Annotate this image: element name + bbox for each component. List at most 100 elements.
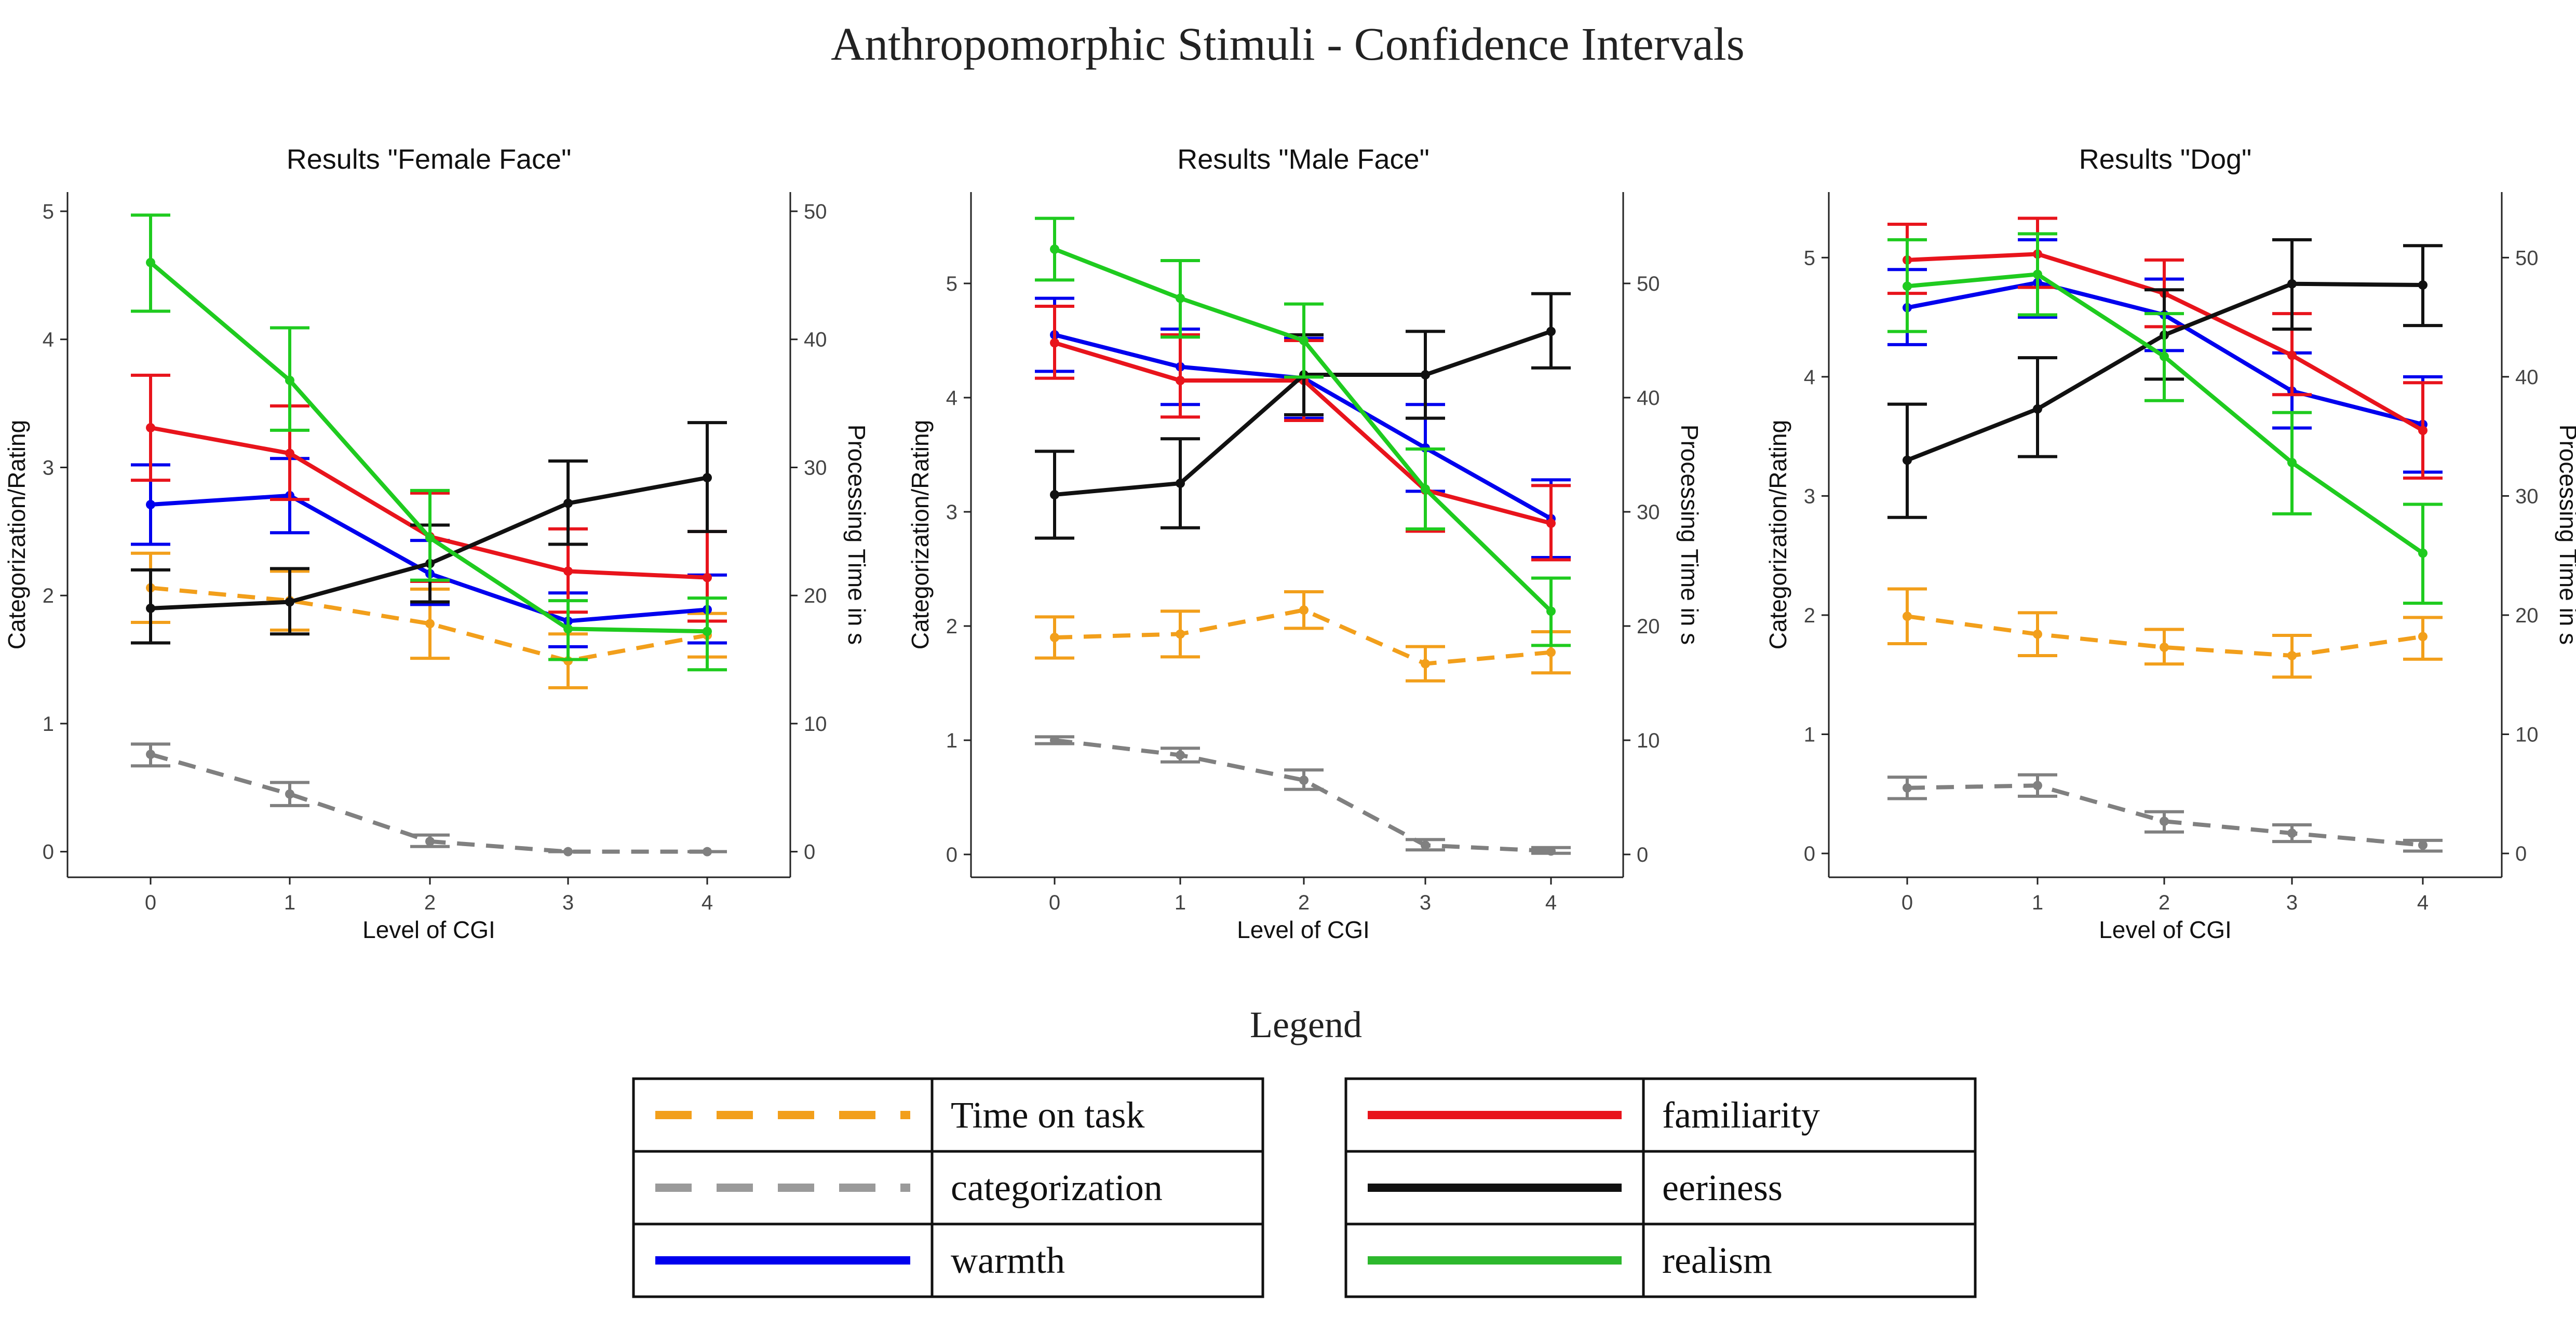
y-tick-label: 0 <box>1804 843 1815 865</box>
data-point <box>563 498 573 508</box>
data-point <box>1299 605 1309 615</box>
data-point <box>1050 490 1059 499</box>
series-cat <box>1887 773 2443 853</box>
panel-title: Results "Female Face" <box>287 144 572 175</box>
data-point <box>2418 548 2427 558</box>
data-point <box>1176 479 1185 488</box>
data-point <box>1903 612 1912 621</box>
data-point <box>1050 338 1059 348</box>
y-tick-label: 5 <box>43 200 54 223</box>
data-point <box>1050 244 1059 254</box>
data-point <box>285 597 294 607</box>
data-point <box>2160 351 2169 361</box>
y2-tick-label: 20 <box>2515 604 2539 627</box>
data-point <box>2418 426 2427 436</box>
data-point <box>285 449 294 458</box>
y-tick-label: 1 <box>1804 724 1815 746</box>
data-point <box>2287 651 2297 661</box>
data-point <box>2418 840 2427 850</box>
data-point <box>1421 370 1430 379</box>
x-tick-label: 1 <box>284 891 295 914</box>
data-point <box>2287 828 2297 838</box>
x-axis-label: Level of CGI <box>2099 916 2232 943</box>
y-tick-label: 5 <box>1804 247 1815 269</box>
data-point <box>1050 633 1059 642</box>
data-point <box>425 619 435 629</box>
data-point <box>1903 783 1912 793</box>
data-point <box>563 847 573 857</box>
data-point <box>146 500 155 510</box>
data-point <box>1176 750 1185 760</box>
data-point <box>2418 280 2427 290</box>
y-tick-label: 4 <box>946 387 957 410</box>
series-line <box>150 586 708 663</box>
data-point <box>146 603 155 613</box>
data-point <box>1176 293 1185 303</box>
data-point <box>1176 629 1185 639</box>
series-real <box>1035 216 1571 647</box>
legend-entry-warmth: warmth <box>655 1240 1065 1281</box>
data-point <box>1903 455 1912 465</box>
y2-tick-label: 10 <box>2515 724 2539 746</box>
y2-tick-label: 40 <box>1637 387 1660 410</box>
data-point <box>146 423 155 432</box>
series-real <box>131 213 727 672</box>
data-point <box>2160 642 2169 652</box>
x-tick-label: 2 <box>1298 891 1310 914</box>
y2-tick-label: 0 <box>1637 844 1648 866</box>
y-tick-label: 5 <box>946 273 957 295</box>
legend-table: Time on task categorization warmth <box>632 1077 1264 1298</box>
data-point <box>2033 404 2042 414</box>
y-axis-label: Categorization/Rating <box>1764 420 1791 649</box>
data-point <box>1421 659 1430 669</box>
panel-title: Results "Dog" <box>2079 144 2251 175</box>
y-tick-label: 2 <box>1804 604 1815 627</box>
y-tick-label: 1 <box>946 729 957 752</box>
y2-tick-label: 40 <box>2515 366 2539 389</box>
data-point <box>2418 632 2427 642</box>
series-cat <box>131 742 727 857</box>
y2-tick-label: 0 <box>804 841 815 864</box>
y-tick-label: 0 <box>946 844 957 866</box>
x-tick-label: 4 <box>702 891 713 914</box>
y2-tick-label: 50 <box>1637 273 1660 295</box>
data-point <box>703 473 712 483</box>
legend-entry-time: Time on task <box>655 1094 1144 1136</box>
x-tick-label: 0 <box>1901 891 1913 914</box>
data-point <box>563 624 573 634</box>
x-tick-label: 4 <box>2417 891 2429 914</box>
y2-tick-label: 30 <box>2515 485 2539 508</box>
legend-label: realism <box>1662 1240 1772 1281</box>
data-point <box>2033 781 2042 791</box>
legend-border <box>632 1077 1264 1298</box>
y2-tick-label: 10 <box>804 713 827 736</box>
y2-tick-label: 10 <box>1637 729 1660 752</box>
series-time <box>1035 590 1571 683</box>
x-tick-label: 3 <box>1420 891 1431 914</box>
y-tick-label: 3 <box>43 456 54 479</box>
x-tick-label: 4 <box>1545 891 1557 914</box>
y2-tick-label: 20 <box>1637 615 1660 638</box>
x-tick-label: 0 <box>145 891 156 914</box>
data-point <box>1421 484 1430 494</box>
y2-tick-label: 50 <box>804 200 827 223</box>
data-point <box>703 573 712 582</box>
data-point <box>2287 279 2297 289</box>
y2-tick-label: 0 <box>2515 843 2527 865</box>
legend-table: familiarity eeriness realism <box>1344 1077 1977 1298</box>
data-point <box>285 375 294 385</box>
data-point <box>425 533 435 543</box>
data-point <box>1546 606 1556 616</box>
legend-label: warmth <box>951 1240 1065 1281</box>
data-point <box>2033 269 2042 279</box>
data-point <box>1546 846 1556 856</box>
y-axis-label: Categorization/Rating <box>907 420 934 649</box>
data-point <box>2287 458 2297 468</box>
data-point <box>1546 327 1556 336</box>
series-line <box>1907 614 2423 658</box>
y-tick-label: 0 <box>43 841 54 864</box>
